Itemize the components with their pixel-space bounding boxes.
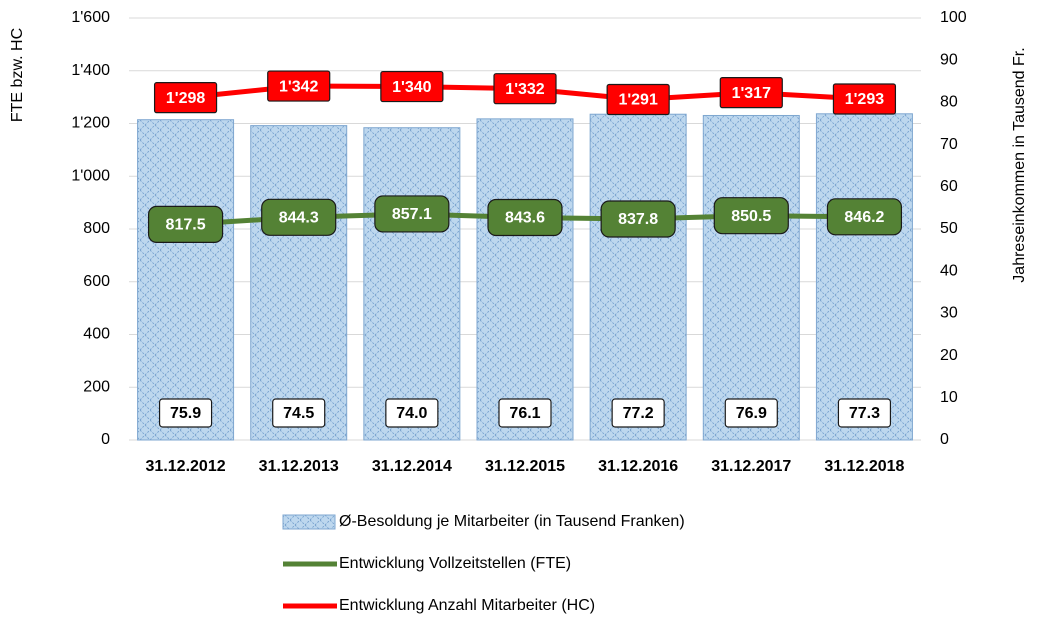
data-label-box <box>498 398 552 428</box>
data-label-box <box>380 70 444 103</box>
y-axis-title: FTE bzw. HC <box>9 28 26 122</box>
x-tick-label: 31.12.2012 <box>146 458 226 475</box>
y2-tick-label: 10 <box>940 389 958 406</box>
data-label-box <box>272 398 326 428</box>
x-tick-label: 31.12.2015 <box>485 458 565 475</box>
bar <box>702 114 800 441</box>
data-label: 74.0 <box>396 405 427 422</box>
y2-tick-label: 50 <box>940 220 958 237</box>
x-tick-label: 31.12.2014 <box>372 458 452 475</box>
data-label-box <box>837 398 892 428</box>
y2-tick-label: 70 <box>940 136 958 153</box>
data-label-box <box>713 197 789 235</box>
data-label: 817.5 <box>166 217 206 234</box>
bar <box>250 125 348 441</box>
bar <box>476 118 574 441</box>
data-label: 1'332 <box>505 81 545 98</box>
data-label-box <box>826 198 903 236</box>
data-label: 74.5 <box>283 405 314 422</box>
data-label: 843.6 <box>505 210 545 227</box>
y2-tick-label: 30 <box>940 305 958 322</box>
data-label: 76.1 <box>509 405 540 422</box>
data-label-box <box>487 198 563 237</box>
x-tick-label: 31.12.2016 <box>598 458 678 475</box>
data-label: 76.9 <box>736 405 767 422</box>
data-label: 850.5 <box>731 208 771 225</box>
y-tick-label: 1'000 <box>71 167 110 184</box>
bar <box>589 113 687 441</box>
y-tick-label: 600 <box>83 273 110 290</box>
data-label: 844.3 <box>279 210 319 227</box>
legend-label: Entwicklung Anzahl Mitarbeiter (HC) <box>339 597 595 614</box>
data-label-box <box>493 73 557 105</box>
y-tick-label: 800 <box>83 220 110 237</box>
data-label: 837.8 <box>618 211 658 228</box>
bar <box>815 113 913 441</box>
legend-swatch <box>282 514 336 530</box>
y2-tick-label: 0 <box>940 431 949 448</box>
y-tick-label: 1'200 <box>71 115 110 132</box>
x-tick-label: 31.12.2013 <box>259 458 339 475</box>
data-label-box <box>153 82 218 114</box>
data-label: 846.2 <box>844 209 884 226</box>
y2-tick-label: 40 <box>940 262 958 279</box>
data-label-box <box>719 77 783 109</box>
data-label: 1'342 <box>279 78 319 95</box>
x-tick-label: 31.12.2017 <box>711 458 791 475</box>
data-label-box <box>261 198 337 236</box>
y2-axis-title: Jahreseinkommen in Tausend Fr. <box>1011 47 1028 282</box>
y2-tick-label: 60 <box>940 178 958 195</box>
y2-tick-label: 80 <box>940 94 958 111</box>
data-label: 857.1 <box>392 206 432 223</box>
y-tick-label: 1'600 <box>71 9 110 26</box>
legend-label: Entwicklung Vollzeitstellen (FTE) <box>339 555 571 572</box>
y-tick-label: 200 <box>83 378 110 395</box>
y2-tick-label: 100 <box>940 9 967 26</box>
data-label-box <box>385 398 439 428</box>
data-label-box <box>600 200 676 238</box>
data-label-box <box>606 83 670 116</box>
y2-tick-label: 90 <box>940 51 958 68</box>
data-label-box <box>611 398 665 428</box>
data-label: 1'340 <box>392 79 432 96</box>
x-tick-label: 31.12.2018 <box>824 458 904 475</box>
y-tick-label: 400 <box>83 326 110 343</box>
data-label-box <box>147 205 224 243</box>
legend-label: Ø-Besoldung je Mitarbeiter (in Tausend F… <box>339 513 685 530</box>
data-label-box <box>158 398 213 428</box>
data-label: 77.2 <box>623 405 654 422</box>
data-label-box <box>724 398 778 428</box>
data-label: 1'317 <box>732 85 772 102</box>
data-label: 75.9 <box>170 405 201 422</box>
data-label: 1'298 <box>166 90 206 107</box>
y2-tick-label: 20 <box>940 347 958 364</box>
data-label-box <box>267 70 331 102</box>
y-tick-label: 0 <box>101 431 110 448</box>
data-label: 77.3 <box>849 405 880 422</box>
data-label-box <box>374 195 450 233</box>
data-label: 1'293 <box>845 91 885 108</box>
data-label: 1'291 <box>618 92 658 109</box>
data-label-box <box>832 83 897 115</box>
bar <box>137 119 235 441</box>
bar <box>363 127 461 441</box>
y-tick-label: 1'400 <box>71 62 110 79</box>
